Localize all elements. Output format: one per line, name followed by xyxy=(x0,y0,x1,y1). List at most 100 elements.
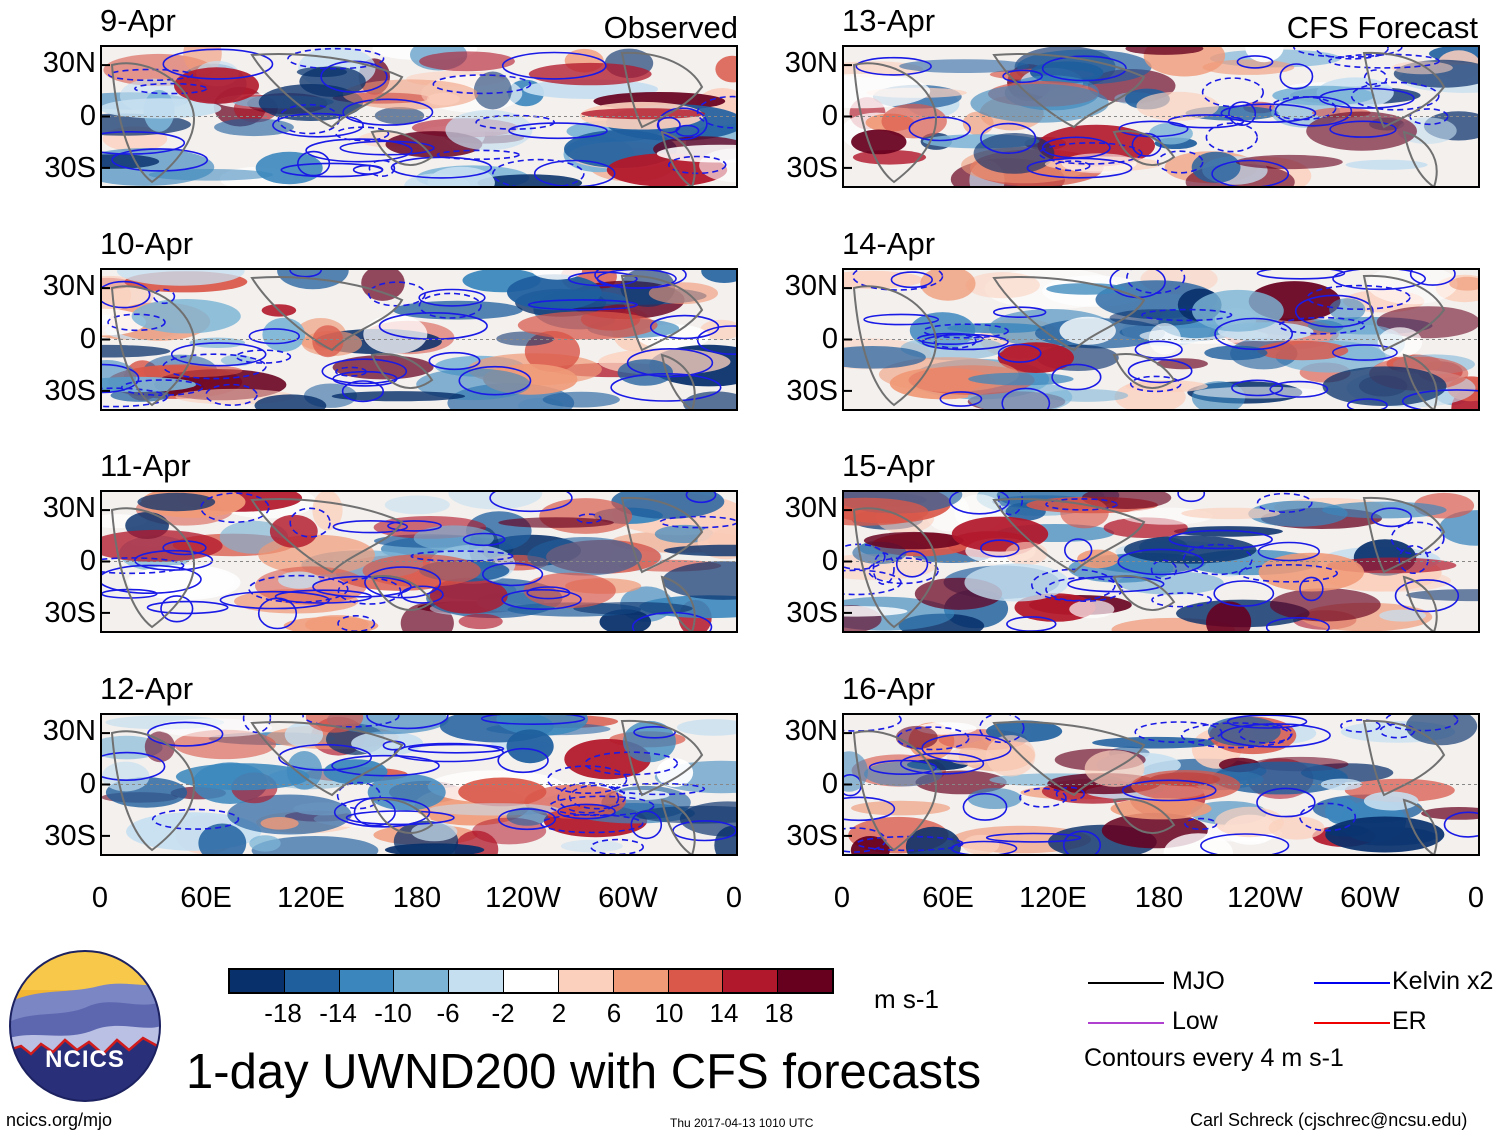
colorbar xyxy=(228,968,834,994)
lat-label: 30S xyxy=(786,820,838,852)
lon-label: 0 xyxy=(833,882,851,914)
lon-label: 60E xyxy=(180,882,232,914)
legend-label: Kelvin x2 xyxy=(1392,967,1494,995)
map-panel xyxy=(100,713,738,856)
colorbar-swatch xyxy=(612,970,668,992)
lon-label: 60E xyxy=(922,882,974,914)
logo-text: NCICS xyxy=(45,1046,125,1073)
lon-label: 60W xyxy=(1340,882,1400,914)
lat-label: 30S xyxy=(44,597,96,629)
panel-date: 14-Apr xyxy=(842,226,936,261)
lon-label: 0 xyxy=(91,882,109,914)
footer-timestamp: Thu 2017-04-13 1010 UTC xyxy=(670,1116,814,1130)
legend-label: ER xyxy=(1392,1007,1427,1035)
colorbar-swatch xyxy=(722,970,778,992)
lon-label: 120E xyxy=(277,882,345,914)
ncics-logo: NCICS xyxy=(9,950,161,1102)
colorbar-label: -2 xyxy=(491,998,515,1028)
wind-field xyxy=(102,47,736,186)
lat-label: 0 xyxy=(79,768,96,800)
page-title: 1-day UWND200 with CFS forecasts xyxy=(186,1045,982,1099)
wind-field xyxy=(844,715,1478,854)
wind-field xyxy=(102,492,736,631)
wind-field xyxy=(102,270,736,409)
map-panel xyxy=(842,268,1480,411)
lat-label: 30N xyxy=(42,715,96,747)
lat-label: 30N xyxy=(42,270,96,302)
colorbar-swatch xyxy=(283,970,339,992)
lat-label: 0 xyxy=(821,323,838,355)
colorbar-swatch xyxy=(557,970,613,992)
lat-label: 0 xyxy=(79,545,96,577)
colorbar-units: m s-1 xyxy=(874,984,939,1014)
map-panel xyxy=(842,713,1480,856)
colorbar-label: -6 xyxy=(436,998,460,1028)
lon-label: 0 xyxy=(1467,882,1485,914)
lon-label: 180 xyxy=(1134,882,1184,914)
lon-label: 120E xyxy=(1019,882,1087,914)
lat-label: 30N xyxy=(784,715,838,747)
lat-label: 0 xyxy=(821,768,838,800)
wind-field xyxy=(844,47,1478,186)
lat-label: 30S xyxy=(44,152,96,184)
legend-line-mjo xyxy=(1088,982,1164,984)
colorbar-swatch xyxy=(448,970,504,992)
colorbar-swatch xyxy=(230,970,284,992)
colorbar-label: -10 xyxy=(374,998,412,1028)
lat-label: 0 xyxy=(821,545,838,577)
lon-label: 180 xyxy=(392,882,442,914)
lat-label: 0 xyxy=(79,323,96,355)
observed-label: Observed xyxy=(603,10,738,45)
panel-date: 15-Apr xyxy=(842,448,936,483)
lon-label: 60W xyxy=(598,882,658,914)
contour-note: Contours every 4 m s-1 xyxy=(1084,1044,1344,1072)
legend-line-low xyxy=(1088,1022,1164,1024)
colorbar-label: 10 xyxy=(654,998,684,1028)
wind-field xyxy=(844,492,1478,631)
lat-label: 30S xyxy=(44,375,96,407)
lat-label: 30N xyxy=(42,492,96,524)
colorbar-label: 18 xyxy=(764,998,794,1028)
map-panel xyxy=(842,45,1480,188)
colorbar-label: 6 xyxy=(606,998,622,1028)
legend-label: MJO xyxy=(1172,967,1225,995)
panel-date: 11-Apr xyxy=(100,448,191,483)
panel-date: 9-Apr xyxy=(100,3,176,38)
forecast-label: CFS Forecast xyxy=(1286,10,1478,45)
panel-date: 16-Apr xyxy=(842,671,936,706)
lat-label: 0 xyxy=(821,100,838,132)
colorbar-label: 14 xyxy=(709,998,739,1028)
colorbar-label: 2 xyxy=(551,998,567,1028)
map-panel xyxy=(100,45,738,188)
lat-label: 30S xyxy=(44,820,96,852)
colorbar-swatch xyxy=(667,970,723,992)
lat-label: 30N xyxy=(784,47,838,79)
legend-line-er xyxy=(1314,1022,1390,1024)
wind-field xyxy=(102,715,736,854)
colorbar-swatch xyxy=(777,970,832,992)
footer-url[interactable]: ncics.org/mjo xyxy=(6,1110,113,1130)
legend-line-kelvin-x2 xyxy=(1314,982,1390,984)
lat-label: 30S xyxy=(786,597,838,629)
colorbar-swatch xyxy=(393,970,449,992)
lon-label: 0 xyxy=(725,882,743,914)
map-panel xyxy=(842,490,1480,633)
colorbar-swatch xyxy=(338,970,394,992)
lat-label: 30S xyxy=(786,375,838,407)
colorbar-swatch xyxy=(503,970,558,992)
legend-label: Low xyxy=(1172,1007,1218,1035)
map-panel xyxy=(100,490,738,633)
lat-label: 0 xyxy=(79,100,96,132)
panel-date: 10-Apr xyxy=(100,226,194,261)
lat-label: 30S xyxy=(786,152,838,184)
map-panel xyxy=(100,268,738,411)
lon-label: 120W xyxy=(485,882,561,914)
colorbar-label: -18 xyxy=(264,998,302,1028)
lat-label: 30N xyxy=(784,492,838,524)
colorbar-label: -14 xyxy=(319,998,357,1028)
footer-author: Carl Schreck (cjschrec@ncsu.edu) xyxy=(1190,1110,1468,1130)
lon-label: 120W xyxy=(1227,882,1303,914)
lat-label: 30N xyxy=(42,47,96,79)
panel-date: 13-Apr xyxy=(842,3,936,38)
lat-label: 30N xyxy=(784,270,838,302)
